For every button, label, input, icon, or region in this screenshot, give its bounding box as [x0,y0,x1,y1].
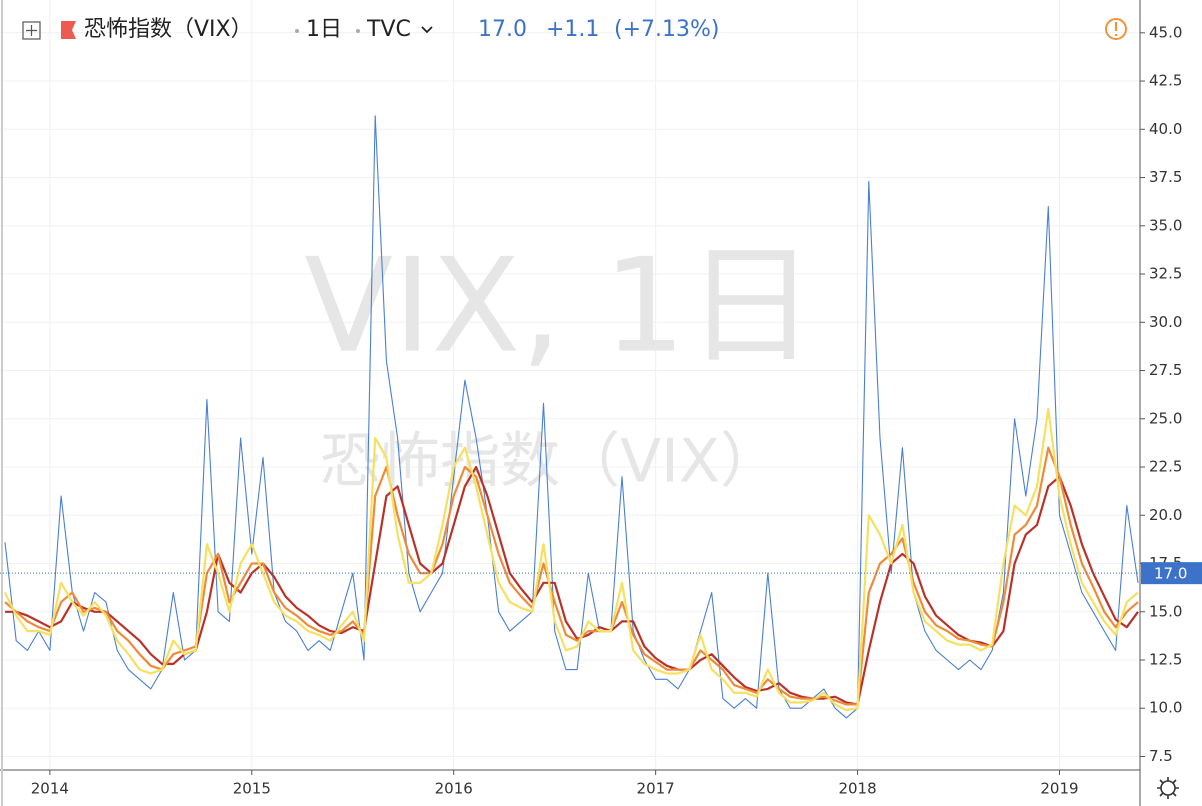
exchange[interactable]: TVC [366,17,411,42]
y-tick-label: 20.0 [1149,506,1182,524]
expand-icon[interactable] [22,21,41,40]
x-tick-label: 2016 [435,780,473,798]
change-percent: (+7.13%) [614,17,720,42]
y-tick-label: 10.0 [1149,699,1182,717]
expand-icon-cross [26,25,37,36]
warning-icon[interactable] [1105,18,1127,40]
y-tick-label: 42.5 [1149,72,1182,90]
interval[interactable]: 1日 [306,17,342,42]
change: +1.1 [546,17,599,42]
y-tick-label: 45.0 [1149,23,1182,41]
separator [295,29,299,33]
last-price-badge [1141,562,1202,585]
symbol[interactable]: 恐怖指数（VIX） [84,17,253,42]
watermark-main: VIX, 1日 [304,230,816,382]
y-tick-label: 40.0 [1149,120,1182,138]
y-tick-label: 15.0 [1149,602,1182,620]
series-line [4,446,1139,706]
plot [0,115,1140,719]
y-tick-label: 22.5 [1149,458,1182,476]
last-price-label: 17.0 [1154,565,1187,583]
x-tick-label: 2014 [31,780,69,798]
y-tick-label: 32.5 [1149,265,1182,283]
dropdown-caret[interactable] [421,26,433,34]
y-tick-label: 35.0 [1149,216,1182,234]
watermark-sub: 恐怖指数（VIX） [320,427,780,497]
x-tick-label: 2015 [233,780,271,798]
separator [356,29,360,33]
grid [0,0,1140,770]
x-tick-label: 2018 [838,780,876,798]
settings-icon[interactable] [1157,777,1179,799]
y-tick-label: 37.5 [1149,168,1182,186]
y-tick-label: 7.5 [1149,747,1173,765]
x-tick-label: 2019 [1040,780,1078,798]
y-tick-label: 12.5 [1149,651,1182,669]
flag-icon[interactable] [61,21,76,39]
axes: 7.510.012.515.017.520.022.525.027.530.03… [31,23,1202,798]
y-tick-label: 27.5 [1149,361,1182,379]
gear-teeth [1157,777,1179,799]
x-tick-label: 2017 [637,780,675,798]
y-tick-label: 25.0 [1149,409,1182,427]
price: 17.0 [478,17,527,42]
y-tick-label: 30.0 [1149,313,1182,331]
series-line [4,408,1139,712]
